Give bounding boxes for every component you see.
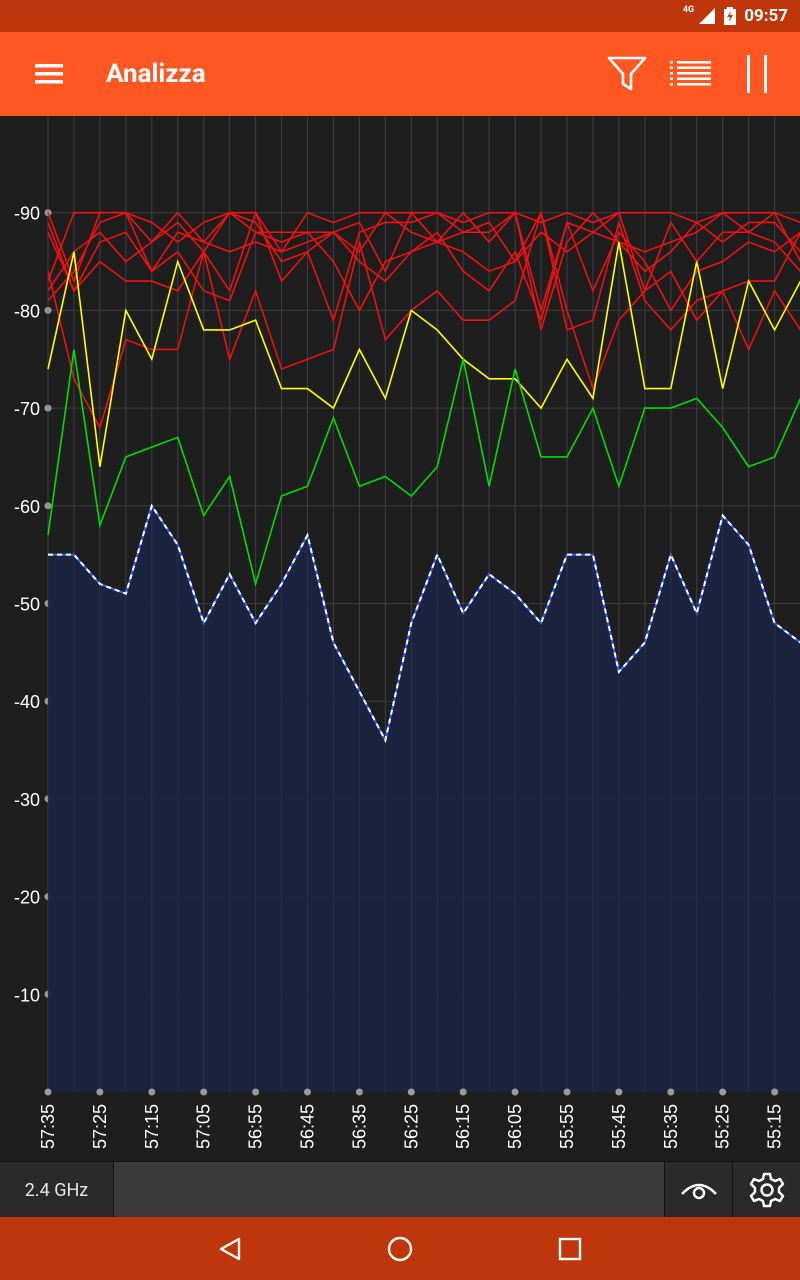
filter-icon bbox=[607, 56, 647, 91]
x-tick-dot bbox=[304, 1088, 311, 1096]
x-tick-label: 57:05 bbox=[194, 1104, 214, 1149]
signal-chart[interactable]: -10 -20 -30 -40 -50 -60 -70 -80 -90 57:35 57:25 57:… bbox=[0, 116, 800, 1161]
x-tick-dot bbox=[771, 1088, 779, 1096]
y-tick-label: -30 bbox=[14, 790, 40, 810]
series-line-4 bbox=[47, 210, 800, 391]
channel-bar bbox=[114, 1162, 664, 1218]
series-line-7 bbox=[47, 211, 800, 331]
x-tick-label: 57:25 bbox=[90, 1104, 110, 1149]
filter-button[interactable] bbox=[600, 32, 654, 116]
status-bar: 4G 09:57 bbox=[0, 0, 800, 32]
series-line-9 bbox=[47, 211, 800, 284]
y-tick-label: -10 bbox=[14, 985, 40, 1005]
visibility-button[interactable] bbox=[664, 1162, 732, 1218]
x-tick-dot bbox=[148, 1088, 156, 1096]
x-tick-dot bbox=[719, 1088, 727, 1096]
app-bar: Analizza bbox=[0, 32, 800, 116]
back-icon bbox=[219, 1237, 241, 1260]
home-icon bbox=[387, 1236, 413, 1261]
series-line-3 bbox=[47, 212, 800, 430]
bottom-panel: 2.4 GHz bbox=[0, 1161, 800, 1218]
signal-icon bbox=[699, 8, 716, 24]
series-line-top bbox=[48, 503, 800, 744]
x-tick-label: 55:45 bbox=[609, 1104, 629, 1149]
x-tick-label: 55:25 bbox=[713, 1104, 733, 1149]
home-button[interactable] bbox=[360, 1217, 440, 1280]
settings-button[interactable] bbox=[732, 1162, 800, 1218]
x-tick-label: 57:35 bbox=[38, 1104, 58, 1149]
x-tick-label: 56:15 bbox=[453, 1104, 473, 1149]
x-tick-label: 55:35 bbox=[661, 1104, 681, 1149]
network-type: 4G bbox=[682, 5, 695, 15]
menu-icon bbox=[35, 64, 63, 84]
x-tick-dot bbox=[44, 1088, 52, 1096]
series-line-5 bbox=[47, 219, 800, 323]
x-tick-label: 55:15 bbox=[765, 1104, 785, 1149]
y-tick-label: -60 bbox=[14, 497, 40, 517]
back-button[interactable] bbox=[190, 1217, 270, 1280]
y-tick-label: -70 bbox=[14, 399, 40, 419]
list-icon bbox=[670, 61, 711, 86]
clock: 09:57 bbox=[744, 6, 788, 26]
pause-icon bbox=[747, 55, 767, 93]
y-tick-label: -90 bbox=[14, 204, 40, 224]
series-line-1 bbox=[47, 349, 800, 588]
x-tick-dot bbox=[563, 1088, 571, 1096]
y-tick-label: -40 bbox=[14, 692, 40, 712]
y-tick-label: -80 bbox=[14, 301, 40, 321]
x-tick-label: 55:55 bbox=[557, 1104, 577, 1149]
x-tick-dot bbox=[615, 1088, 623, 1096]
list-button[interactable] bbox=[664, 32, 718, 116]
x-tick-label: 56:05 bbox=[505, 1104, 525, 1149]
chart-svg: -10 -20 -30 -40 -50 -60 -70 -80 -90 57:35 57:25 57:… bbox=[14, 116, 800, 1149]
x-tick-dot bbox=[459, 1088, 467, 1096]
signal-area bbox=[48, 505, 800, 1092]
eye-icon bbox=[680, 1183, 717, 1200]
battery-icon bbox=[724, 7, 737, 25]
x-tick-dot bbox=[355, 1088, 363, 1096]
menu-button[interactable] bbox=[24, 32, 74, 116]
pause-button[interactable] bbox=[730, 32, 784, 116]
x-tick-dot bbox=[667, 1088, 675, 1096]
y-tick-label: -20 bbox=[14, 888, 40, 908]
x-tick-label: 57:15 bbox=[142, 1104, 162, 1149]
navigation-bar bbox=[0, 1217, 800, 1280]
settings-icon bbox=[749, 1172, 785, 1208]
recents-button[interactable] bbox=[530, 1217, 610, 1280]
band-selector[interactable]: 2.4 GHz bbox=[0, 1162, 114, 1218]
band-label: 2.4 GHz bbox=[24, 1179, 89, 1201]
y-tick-label: -50 bbox=[14, 595, 40, 615]
page-title: Analizza bbox=[106, 59, 206, 89]
x-tick-dot bbox=[200, 1088, 208, 1096]
recents-icon bbox=[558, 1237, 582, 1260]
series-line-2 bbox=[47, 241, 800, 467]
x-tick-dot bbox=[252, 1088, 260, 1096]
series-line-6 bbox=[47, 211, 800, 314]
x-tick-label: 56:25 bbox=[401, 1104, 421, 1149]
x-tick-dot bbox=[511, 1088, 519, 1096]
x-tick-label: 56:45 bbox=[298, 1104, 318, 1149]
x-tick-dot bbox=[96, 1088, 104, 1096]
x-tick-label: 56:55 bbox=[246, 1104, 266, 1149]
x-tick-label: 56:35 bbox=[349, 1104, 369, 1149]
x-tick-dot bbox=[407, 1088, 415, 1096]
